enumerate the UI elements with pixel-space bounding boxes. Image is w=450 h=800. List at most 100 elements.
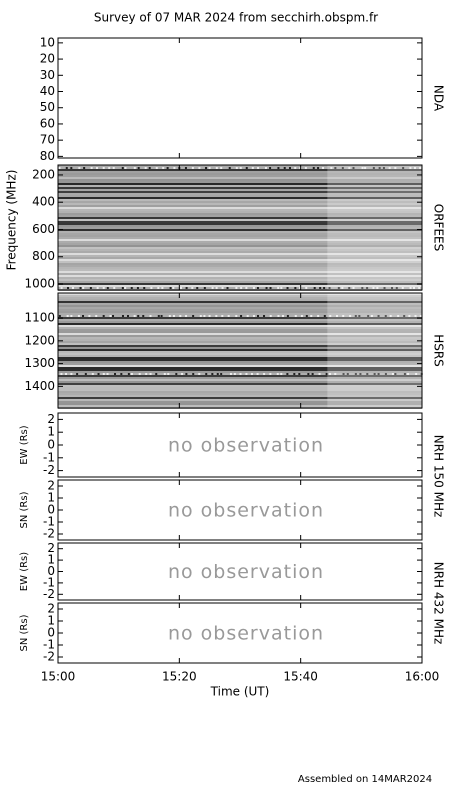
spectrogram-speck [133, 315, 136, 317]
spectrogram-row [58, 267, 422, 269]
spectrogram-speck [280, 287, 283, 289]
spectrogram-row [58, 331, 422, 333]
spectrogram-speck [367, 315, 370, 317]
y-tick-label: 2 [47, 412, 55, 426]
x-tick-label: 15:40 [283, 670, 318, 684]
spectrogram-row [58, 313, 422, 315]
spectrogram-speck [175, 373, 178, 375]
y-tick-label: -2 [43, 587, 55, 601]
spectrogram-row [58, 333, 422, 335]
spectrogram-row [58, 325, 422, 327]
spectrogram-speck [250, 373, 253, 375]
spectrogram-speck [354, 373, 357, 375]
spectrogram-speck [419, 315, 422, 317]
spectrogram-speck [227, 315, 230, 317]
spectrogram-speck [130, 287, 133, 289]
spectrogram-speck [322, 167, 325, 169]
spectrogram [58, 165, 422, 291]
spectrogram-speck [293, 373, 296, 375]
spectrogram-speck [346, 373, 349, 375]
y-tick-label: 0 [47, 438, 55, 452]
spectrogram-speck [300, 315, 303, 317]
spectrogram-speck [142, 315, 145, 317]
spectrogram-row [58, 345, 422, 347]
spectrogram-speck [167, 373, 170, 375]
y-axis-label: SN (Rs) [19, 614, 30, 651]
spectrogram-speck [310, 315, 313, 317]
spectrogram-speck [149, 373, 152, 375]
spectrogram-row [58, 177, 422, 179]
spectrogram-row [58, 195, 422, 197]
spectrogram-row [58, 343, 422, 345]
y-tick-label: 1200 [24, 333, 55, 347]
spectrogram-speck [137, 315, 140, 317]
spectrogram-speck [245, 287, 248, 289]
spectrogram-row [58, 205, 422, 207]
spectrogram-row [58, 279, 422, 281]
spectrogram-speck [307, 373, 310, 375]
spectrogram-speck [102, 287, 105, 289]
spectrogram-row [58, 223, 422, 225]
spectrogram-speck [163, 373, 166, 375]
y-tick-label: 80 [40, 149, 55, 163]
spectrogram-row [58, 245, 422, 247]
spectrogram-speck [138, 373, 141, 375]
spectrogram-row [58, 379, 422, 381]
spectrogram-speck [317, 167, 320, 169]
y-tick-label: 1100 [24, 311, 55, 325]
spectrogram-speck [185, 315, 188, 317]
spectrogram-speck [221, 287, 224, 289]
spectrogram-speck [168, 315, 171, 317]
spectrogram-row [58, 335, 422, 337]
spectrogram-speck [82, 287, 85, 289]
y-tick-label: 0 [47, 564, 55, 578]
spectrogram-speck [337, 287, 340, 289]
spectrogram-row [58, 173, 422, 175]
spectrogram-row [58, 349, 422, 351]
y-axis-label: SN (Rs) [19, 491, 30, 528]
spectrogram-speck [323, 315, 326, 317]
spectrogram-speck [145, 373, 148, 375]
spectrogram-speck [352, 287, 355, 289]
spectrogram-speck [121, 167, 124, 169]
spectrogram-speck [91, 373, 94, 375]
spectrogram-shade [327, 293, 422, 408]
spectrogram-speck [239, 167, 242, 169]
spectrogram-row [58, 221, 422, 223]
spectrogram-row [58, 375, 422, 377]
y-tick-label: 1 [47, 425, 55, 439]
spectrogram-speck [185, 373, 188, 375]
spectrogram-speck [277, 167, 280, 169]
spectrogram-speck [221, 315, 224, 317]
spectrogram-speck [157, 315, 160, 317]
spectrogram-speck [121, 315, 124, 317]
spectrogram-row [58, 215, 422, 217]
spectrogram-speck [409, 167, 412, 169]
spectrogram-speck [191, 167, 194, 169]
spectrogram-row [58, 211, 422, 213]
instrument-label: HSRS [432, 334, 446, 367]
y-tick-label: -1 [43, 515, 55, 529]
spectrogram-speck [78, 167, 81, 169]
spectrogram-speck [372, 167, 375, 169]
spectrogram-speck [235, 315, 238, 317]
spectrogram-speck [112, 167, 115, 169]
spectrogram-row [58, 197, 422, 199]
spectrogram-row [58, 171, 422, 173]
spectrogram-speck [408, 315, 411, 317]
spectrogram-speck [216, 373, 219, 375]
spectrogram-speck [305, 287, 308, 289]
spectrogram-speck [157, 287, 160, 289]
y-tick-label: 1000 [24, 277, 55, 291]
instrument-label: NRH 150 MHz [432, 435, 446, 518]
spectrogram-speck [76, 373, 79, 375]
spectrogram-row [58, 359, 422, 361]
spectrogram-row [58, 209, 422, 211]
spectrogram-speck [388, 167, 391, 169]
y-tick-label: 0 [47, 503, 55, 517]
spectrogram-row [58, 227, 422, 229]
y-tick-label: 1 [47, 553, 55, 567]
spectrogram-row [58, 299, 422, 301]
spectrogram-speck [277, 315, 280, 317]
spectrogram-row [58, 179, 422, 181]
